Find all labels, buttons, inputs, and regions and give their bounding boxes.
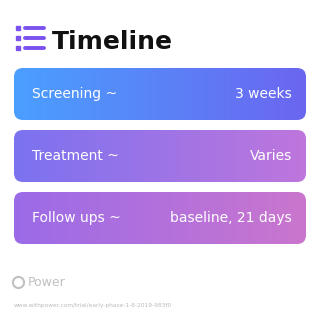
Text: baseline, 21 days: baseline, 21 days [170, 211, 292, 225]
Text: Varies: Varies [250, 149, 292, 163]
Text: Treatment ~: Treatment ~ [32, 149, 119, 163]
Text: Power: Power [28, 276, 66, 288]
Text: Follow ups ~: Follow ups ~ [32, 211, 121, 225]
Text: Screening ~: Screening ~ [32, 87, 117, 101]
Text: 3 weeks: 3 weeks [235, 87, 292, 101]
Text: www.withpower.com/trial/early-phase-1-8-2019-983f0: www.withpower.com/trial/early-phase-1-8-… [14, 302, 172, 307]
Text: Timeline: Timeline [52, 30, 173, 54]
